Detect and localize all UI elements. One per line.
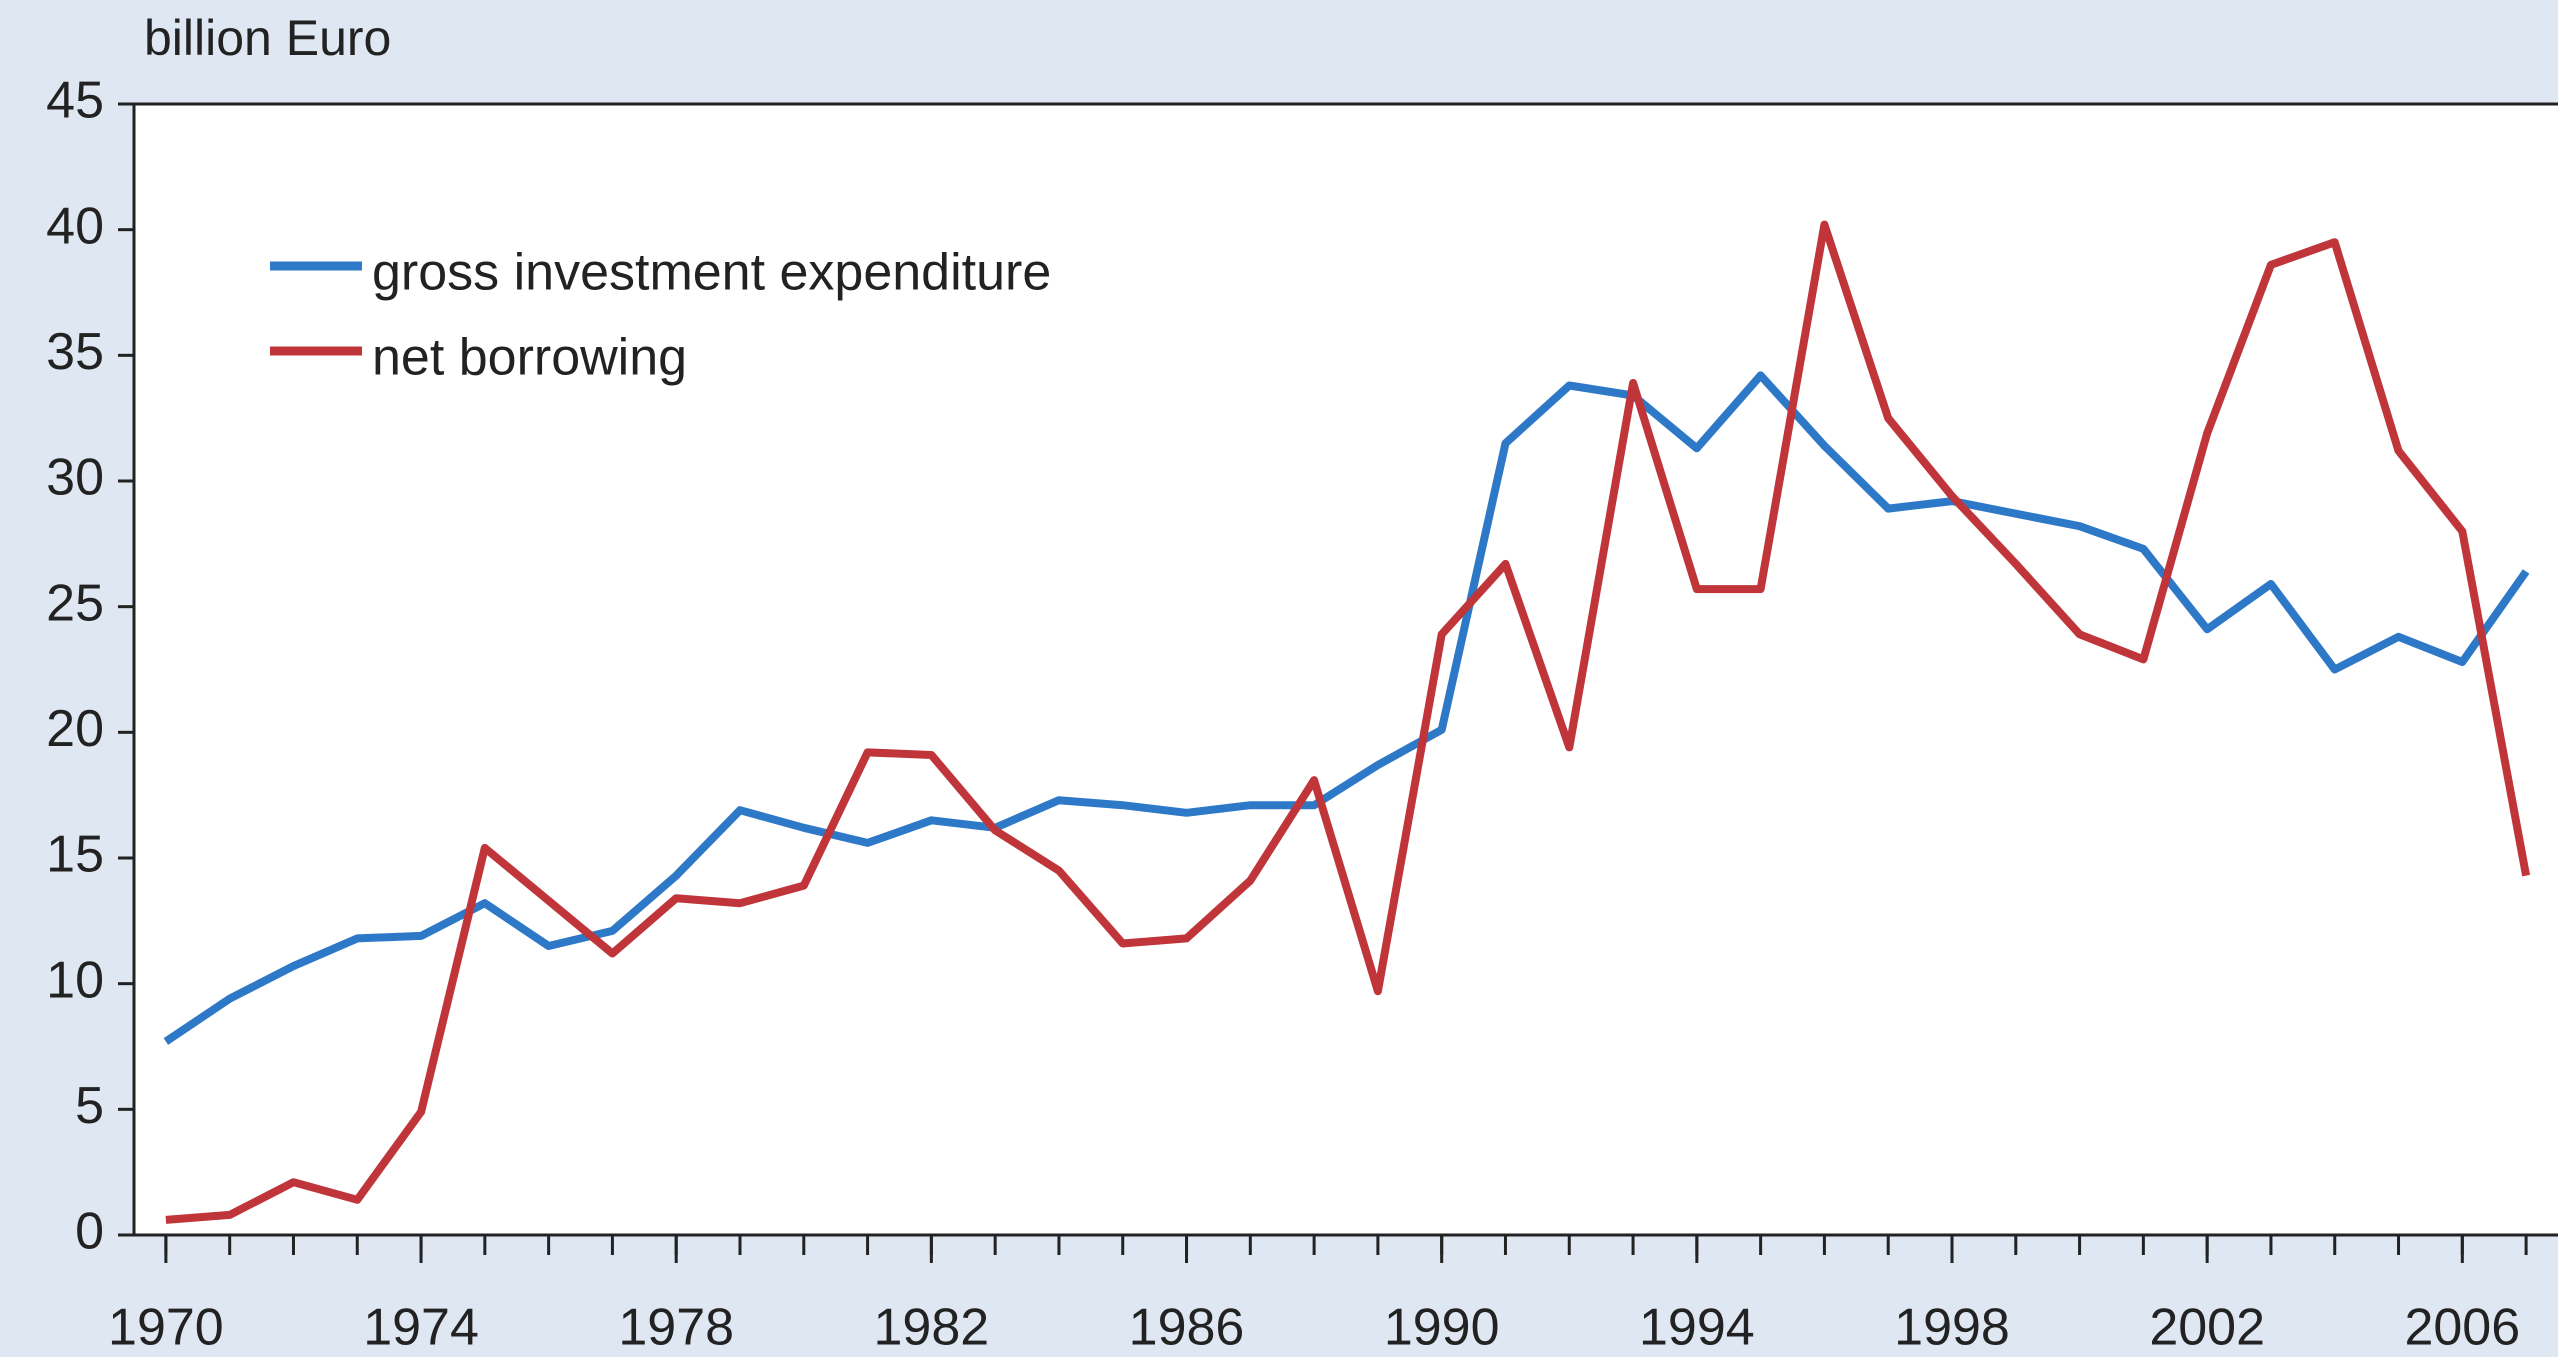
legend-label: gross investment expenditure (372, 244, 1051, 302)
x-tick-label: 2002 (2149, 1299, 2265, 1357)
y-tick-label: 5 (75, 1077, 104, 1135)
plot-area (134, 104, 2558, 1235)
x-tick-label: 1978 (618, 1299, 734, 1357)
x-tick-label: 2006 (2404, 1299, 2520, 1357)
y-tick-label: 25 (46, 574, 104, 632)
y-tick-label: 0 (75, 1203, 104, 1261)
y-tick-label: 20 (46, 700, 104, 758)
x-tick-label: 1974 (363, 1299, 479, 1357)
y-axis-label: billion Euro (144, 10, 391, 66)
x-tick-label: 1998 (1894, 1299, 2010, 1357)
y-tick-label: 15 (46, 826, 104, 884)
x-tick-label: 1990 (1384, 1299, 1500, 1357)
series-line (163, 371, 2530, 1045)
x-tick-label: 1970 (108, 1299, 224, 1357)
y-tick-label: 45 (46, 72, 104, 130)
x-tick-label: 1994 (1639, 1299, 1755, 1357)
y-tick-label: 35 (46, 323, 104, 381)
y-tick-label: 10 (46, 951, 104, 1009)
series-line (165, 220, 2531, 1224)
y-tick-label: 30 (46, 449, 104, 507)
legend-label: net borrowing (372, 329, 687, 387)
y-tick-label: 40 (46, 197, 104, 255)
x-tick-label: 1982 (874, 1299, 990, 1357)
x-tick-label: 1986 (1129, 1299, 1245, 1357)
